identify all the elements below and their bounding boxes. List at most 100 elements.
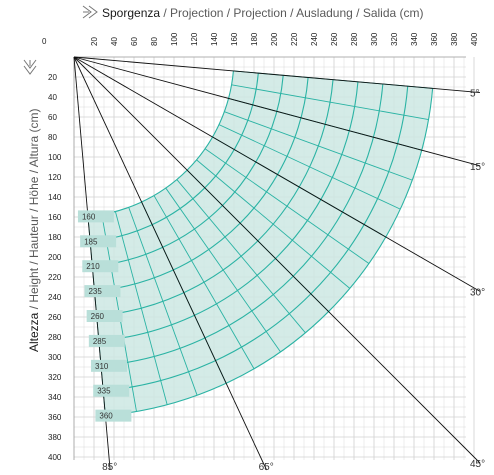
arm-length-badges: 160 185 210 235 260 285 310 335 360 [77,210,132,422]
y-tick-label: 100 [48,153,62,162]
badge-box [82,260,119,273]
arm-length-badge: 185 [80,235,117,248]
arm-length-badge: 160 [77,210,114,223]
x-tick-label: 240 [310,32,319,46]
x-tick-label: 260 [330,32,339,46]
y-tick-label: 20 [48,73,57,82]
badge-label: 285 [93,337,107,346]
x-tick-label: 280 [350,32,359,46]
y-tick-label: 60 [48,113,57,122]
arm-length-badge: 235 [84,285,121,298]
x-tick-label: 160 [230,32,239,46]
arm-length-badge: 260 [86,310,123,323]
x-tick-label: 200 [270,32,279,46]
side-label-text: Altezza / Height / Hauteur / Höhe / Altu… [27,109,41,352]
angle-label: 5° [470,89,480,100]
x-tick-label: 40 [110,37,119,46]
arm-length-badge: 210 [82,260,119,273]
y-tick-label: 360 [48,413,62,422]
angle-ray [73,56,481,464]
x-tick-label: 300 [370,32,379,46]
badge-box [95,409,132,422]
y-tick-label: 120 [48,173,62,182]
y-tick-label: 180 [48,233,62,242]
y-tick-label: 200 [48,253,62,262]
angle-ray [73,56,481,93]
x-tick-label: 100 [170,32,179,46]
side-label: Altezza / Height / Hauteur / Höhe / Altu… [23,59,41,352]
angle-labels: 5° 15° 30° 45° 65° 85° [102,89,485,473]
y-tick-label: 140 [48,193,62,202]
zone-radial-line [196,159,351,289]
double-arrow-down-icon [23,59,37,75]
badge-box [91,359,128,372]
badge-box [93,384,130,397]
x-tick-label: 120 [190,32,199,46]
x-tick-label: 220 [290,32,299,46]
badge-label: 335 [97,387,111,396]
x-tick-label: 320 [390,32,399,46]
badge-box [86,310,123,323]
angle-label: 65° [259,462,274,473]
y-tick-labels: 20 40 60 80 100 120 140 160 180 200 220 240 260 280 30… [48,73,62,462]
y-tick-label: 380 [48,433,62,442]
badge-label: 260 [91,312,105,321]
badge-label: 210 [86,262,100,271]
badge-label: 185 [84,237,98,246]
y-tick-label: 300 [48,353,62,362]
y-tick-label: 400 [48,453,62,462]
x-tick-label: 80 [150,37,159,46]
y-tick-label: 160 [48,213,62,222]
x-tick-label: 140 [210,32,219,46]
header: Sporgenza / Projection / Projection / Au… [82,5,424,20]
x-tick-label: 360 [430,32,439,46]
angle-label: 30° [470,287,485,298]
y-tick-label: 80 [48,133,57,142]
badge-label: 160 [82,212,96,221]
arm-length-badge: 310 [91,359,128,372]
angle-label: 15° [470,162,485,173]
angle-ray [73,56,481,167]
y-tick-label: 240 [48,293,62,302]
angle-rays [73,56,481,471]
zone-radial-line [128,207,198,396]
side-label-rest: / Height / Hauteur / Höhe / Altura (cm) [27,109,41,313]
badge-box [77,210,114,223]
y-tick-label: 340 [48,393,62,402]
angle-ray [73,56,481,292]
zone-radial-line [176,179,306,334]
arm-length-badge: 360 [95,409,132,422]
arm-length-badge: 285 [88,334,125,347]
x-tick-label: 20 [90,37,99,46]
y-tick-label: 320 [48,373,62,382]
zone-radial-line [114,211,168,405]
zone-radial-line [231,84,429,120]
x-tick-labels: 20 40 60 80 100 120 140 160 180 200 220 240 260 280 30… [90,32,479,46]
badge-label: 310 [95,362,109,371]
badge-label: 360 [99,412,113,421]
y-tick-label: 260 [48,313,62,322]
angle-label: 85° [102,462,117,473]
x-origin-label: 0 [42,37,47,46]
header-title-rest: / Projection / Projection / Ausladung / … [160,6,423,20]
x-tick-label: 60 [130,37,139,46]
header-title-bold: Sporgenza [102,6,160,20]
zone-radial-line [204,148,370,264]
x-tick-label: 380 [450,32,459,46]
side-label-bold: Altezza [27,312,41,352]
zone-radial-line [153,195,255,369]
zone-radial-line [165,187,281,353]
angle-label: 45° [470,459,485,470]
x-tick-label: 180 [250,32,259,46]
badge-label: 235 [88,287,102,296]
zone-radial-line [218,124,401,210]
badge-box [80,235,117,248]
y-tick-label: 220 [48,273,62,282]
x-tick-label: 340 [410,32,419,46]
header-title: Sporgenza / Projection / Projection / Au… [102,6,424,20]
badge-box [88,334,125,347]
y-tick-label: 280 [48,333,62,342]
badge-box [84,285,121,298]
y-tick-label: 40 [48,93,57,102]
